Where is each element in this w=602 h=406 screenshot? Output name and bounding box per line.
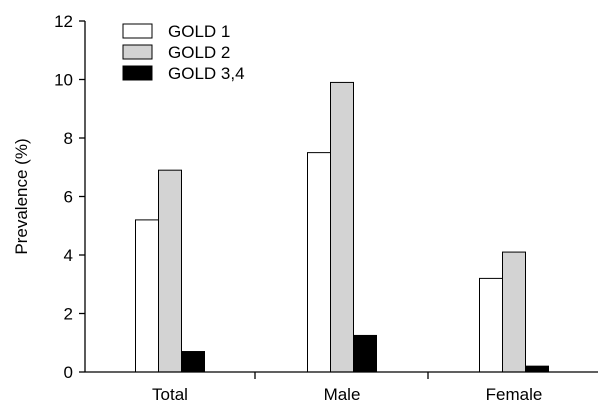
y-tick-label: 2: [64, 305, 73, 324]
bar: [502, 251, 526, 373]
x-tick-label: Female: [486, 385, 543, 404]
legend-swatch: [122, 44, 153, 60]
x-tick-label: Total: [152, 385, 188, 404]
y-tick-label: 6: [64, 188, 73, 207]
bar: [525, 365, 549, 373]
y-tick-label: 8: [64, 129, 73, 148]
y-tick-label: 12: [54, 12, 73, 31]
y-tick-label: 0: [64, 363, 73, 382]
bar: [307, 152, 331, 373]
legend-swatch: [122, 65, 153, 81]
bar: [330, 81, 354, 373]
bars-group: [135, 81, 549, 373]
x-axis-ticks: Total Male Female: [152, 372, 542, 404]
bar: [135, 219, 159, 373]
bar: [353, 334, 377, 373]
legend-label: GOLD 1: [168, 22, 230, 41]
y-tick-label: 10: [54, 71, 73, 90]
bar: [181, 351, 205, 373]
y-axis-ticks: 0 2 4 6 8 10 12: [54, 12, 85, 382]
bar: [158, 169, 182, 373]
legend-label: GOLD 3,4: [168, 64, 245, 83]
y-axis-title: Prevalence (%): [12, 138, 31, 254]
y-tick-label: 4: [64, 246, 73, 265]
legend: GOLD 1 GOLD 2 GOLD 3,4: [122, 22, 245, 83]
legend-swatch: [122, 23, 153, 39]
x-tick-label: Male: [324, 385, 361, 404]
bar: [479, 277, 503, 373]
legend-label: GOLD 2: [168, 43, 230, 62]
